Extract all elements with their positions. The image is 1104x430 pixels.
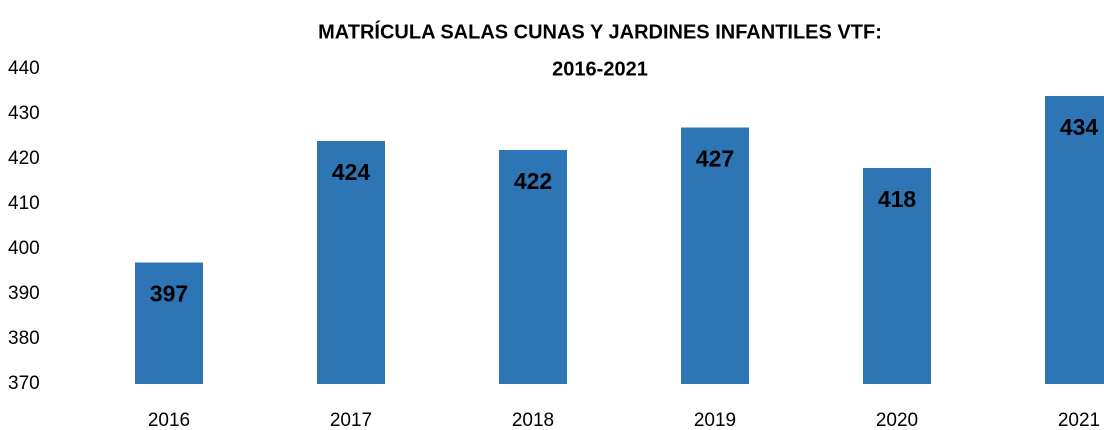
y-tick-label: 430 [8,103,40,124]
y-tick-label: 420 [8,148,40,169]
y-tick-label: 370 [8,373,40,394]
y-tick-label: 440 [8,58,40,79]
bar [863,168,931,384]
bar [499,150,567,384]
bar [681,127,749,384]
bar [317,141,385,384]
y-tick-label: 390 [8,283,40,304]
bar [135,262,203,384]
y-tick-label: 380 [8,328,40,349]
x-tick-label: 2016 [148,410,190,430]
x-tick-label: 2018 [512,410,554,430]
x-tick-label: 2017 [330,410,372,430]
chart-title: 2016-2021 [552,58,648,80]
x-tick-label: 2021 [1058,410,1100,430]
y-tick-label: 400 [8,238,40,259]
x-tick-label: 2019 [694,410,736,430]
data-label: 424 [332,159,371,185]
x-tick-label: 2020 [876,410,918,430]
data-label: 422 [514,168,552,194]
data-label: 418 [878,186,917,212]
bar [1045,96,1104,384]
data-label: 427 [696,146,734,172]
data-label: 434 [1060,114,1099,140]
chart-title: MATRÍCULA SALAS CUNAS Y JARDINES INFANTI… [318,20,882,43]
data-label: 397 [150,281,188,307]
y-tick-label: 410 [8,193,40,214]
